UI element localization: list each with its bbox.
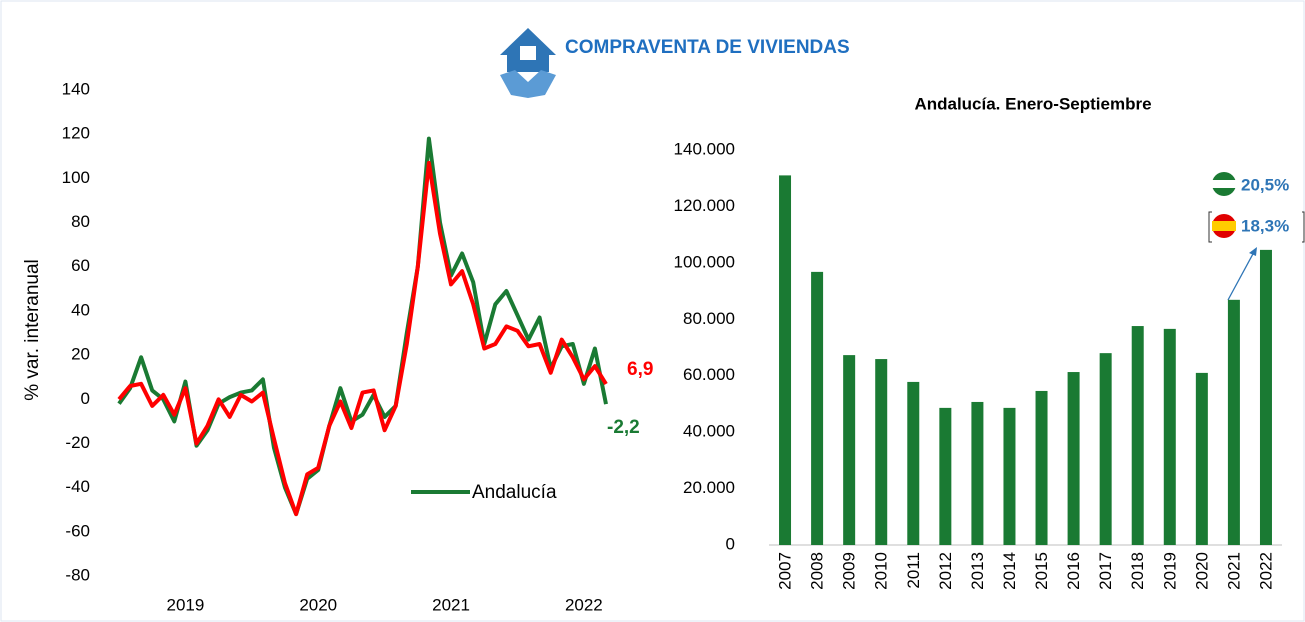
bar <box>1195 372 1208 545</box>
y-tick-label: 20.000 <box>683 478 735 497</box>
x-tick-label: 2021 <box>1224 552 1243 590</box>
arrow <box>1227 247 1257 301</box>
y-tick-label: 40 <box>71 300 90 319</box>
bar <box>843 355 856 545</box>
bar <box>1003 407 1016 545</box>
y-tick-label: 140.000 <box>674 139 735 158</box>
bar <box>1035 390 1048 545</box>
x-tick-label: 2007 <box>776 552 795 590</box>
annotation: 18,3% <box>1241 216 1289 235</box>
series-line <box>117 160 608 517</box>
x-tick-label: 2022 <box>565 595 603 614</box>
x-tick-label: 2020 <box>1192 552 1211 590</box>
y-axis-title: % var. interanual <box>22 259 43 401</box>
x-tick-label: 2021 <box>432 595 470 614</box>
house-icon <box>500 28 556 98</box>
bar <box>1227 299 1240 545</box>
x-tick-label: 2014 <box>1000 552 1019 590</box>
y-tick-label: 80.000 <box>683 309 735 328</box>
y-tick-label: -60 <box>65 521 90 540</box>
x-tick-label: 2008 <box>808 552 827 590</box>
bar <box>779 175 792 545</box>
value-label: -2,2 <box>607 417 640 438</box>
y-tick-label: 40.000 <box>683 422 735 441</box>
x-tick-label: 2019 <box>166 595 204 614</box>
y-tick-label: 60 <box>71 256 90 275</box>
x-tick-label: 2022 <box>1256 552 1275 590</box>
x-tick-label: 2010 <box>872 552 891 590</box>
y-tick-label: 0 <box>81 389 90 408</box>
flag-andalucia <box>1212 172 1236 196</box>
y-tick-label: 0 <box>726 534 735 553</box>
bar <box>971 401 984 545</box>
x-tick-label: 2020 <box>299 595 337 614</box>
x-tick-label: 2019 <box>1160 552 1179 590</box>
bar <box>1067 372 1080 545</box>
bar <box>907 381 920 545</box>
y-tick-label: 100.000 <box>674 252 735 271</box>
x-tick-label: 2016 <box>1064 552 1083 590</box>
x-tick-label: 2018 <box>1128 552 1147 590</box>
bar <box>875 359 888 545</box>
y-tick-label: -80 <box>65 565 90 584</box>
bar <box>1131 326 1144 545</box>
bar <box>1099 353 1112 545</box>
page-title: COMPRAVENTA DE VIVIENDAS <box>565 37 850 58</box>
y-tick-label: 120 <box>62 124 90 143</box>
bar <box>1259 249 1272 545</box>
y-tick-label: 80 <box>71 212 90 231</box>
x-tick-label: 2015 <box>1032 552 1051 590</box>
y-tick-label: 20 <box>71 345 90 364</box>
annotation: 20,5% <box>1241 175 1289 194</box>
x-tick-label: 2017 <box>1096 552 1115 590</box>
bar <box>939 407 952 545</box>
x-tick-label: 2011 <box>904 552 923 589</box>
x-tick-label: 2012 <box>936 552 955 590</box>
bar <box>811 271 824 545</box>
legend-label: Andalucía <box>472 482 557 503</box>
x-tick-label: 2013 <box>968 552 987 590</box>
x-tick-label: 2009 <box>840 552 859 590</box>
y-tick-label: 140 <box>62 79 90 98</box>
chart-title: Andalucía. Enero-Septiembre <box>914 94 1151 113</box>
y-tick-label: 120.000 <box>674 196 735 215</box>
y-tick-label: -40 <box>65 477 90 496</box>
bar <box>1163 328 1176 545</box>
y-tick-label: 100 <box>62 168 90 187</box>
y-tick-label: -20 <box>65 433 90 452</box>
flag-spain <box>1208 211 1305 243</box>
y-tick-label: 60.000 <box>683 365 735 384</box>
value-label: 6,9 <box>627 359 653 380</box>
